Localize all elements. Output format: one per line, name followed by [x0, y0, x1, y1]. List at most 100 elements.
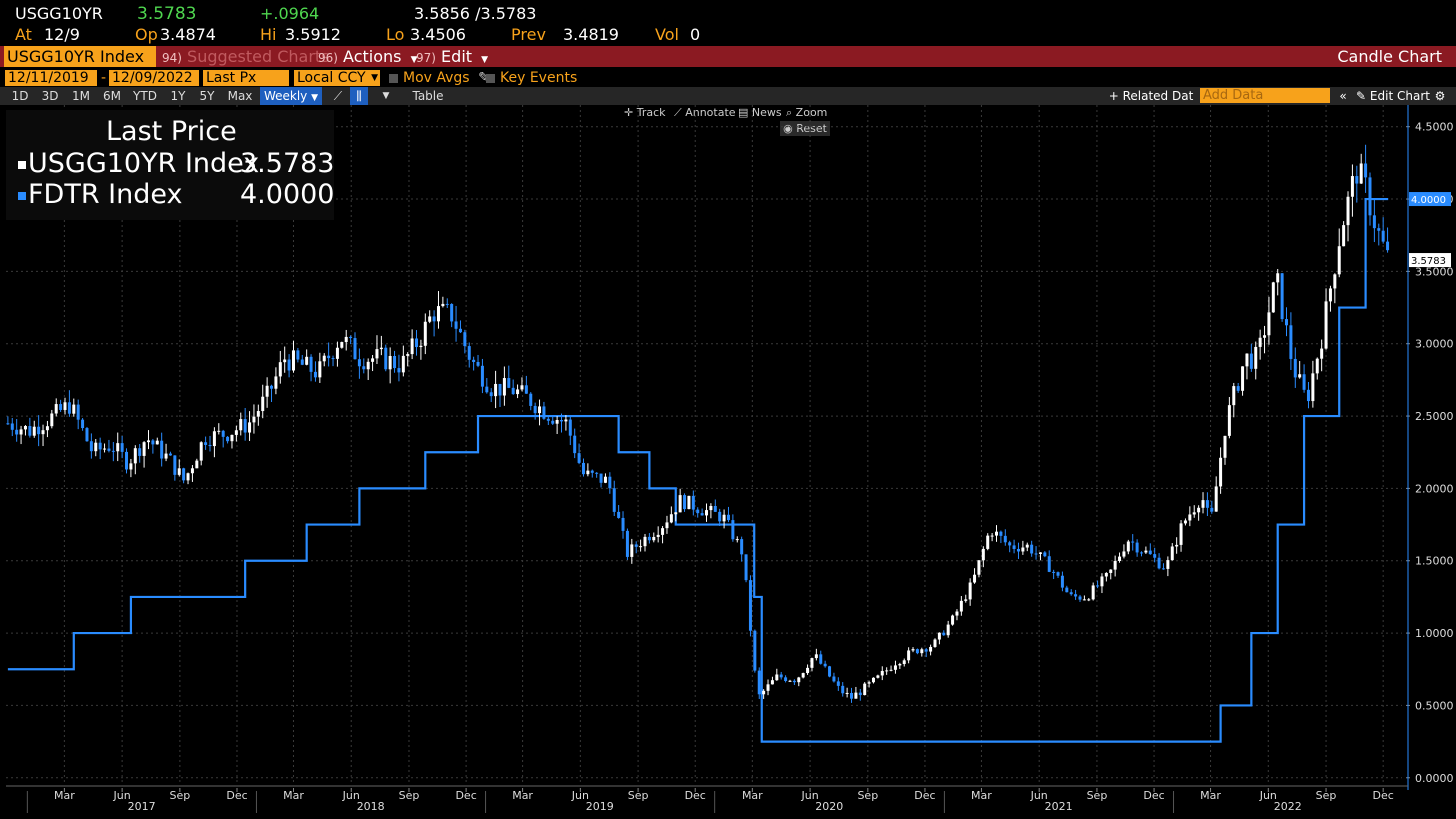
- chart-toolbar: 1D 3D 1M 6M YTD 1Y 5Y Max Weekly ▼ ⟋ ⫼ ▼…: [0, 87, 1456, 105]
- range-6m[interactable]: 6M: [103, 89, 121, 103]
- related-data-button[interactable]: + Related Dat: [1108, 89, 1194, 103]
- candle-body: [1350, 176, 1354, 197]
- x-year-label: 2017: [128, 800, 156, 813]
- security-field[interactable]: USGG10YR Index: [4, 46, 156, 67]
- candle-body: [1170, 546, 1174, 561]
- candle-body: [740, 539, 744, 555]
- candle-body: [546, 418, 550, 421]
- key-events-toggle[interactable]: Key Events: [486, 70, 577, 86]
- fdtr-last-label: 4.0000: [1411, 195, 1446, 206]
- end-date-field[interactable]: 12/09/2022 ▤: [109, 70, 199, 102]
- collapse-icon[interactable]: «: [1339, 89, 1347, 103]
- candle-body: [146, 440, 150, 443]
- candle-body: [472, 359, 476, 362]
- pencil-icon[interactable]: ✎: [478, 70, 490, 86]
- candle-body: [814, 654, 818, 659]
- x-tick-label: Mar: [283, 789, 304, 802]
- mov-avgs-checkbox[interactable]: [389, 73, 398, 83]
- start-date-field[interactable]: 12/11/2019 ▤: [5, 70, 97, 102]
- at-value: 12/9: [44, 25, 80, 44]
- candle-body: [590, 470, 594, 473]
- candle-body: [1377, 228, 1381, 231]
- candle-body: [1025, 544, 1029, 548]
- price-field-select[interactable]: Last Px: [203, 70, 289, 86]
- candle-body: [45, 426, 49, 431]
- candle-body: [357, 359, 361, 367]
- candle-body: [371, 358, 375, 362]
- candle-body: [735, 539, 739, 541]
- candle-body: [1372, 215, 1376, 229]
- candle-body: [494, 383, 498, 397]
- line-draw-icon: ⟋: [674, 106, 682, 119]
- annotate-button[interactable]: ⟋ Annotate: [674, 106, 736, 120]
- mov-avgs-toggle[interactable]: Mov Avgs ✎: [389, 70, 490, 86]
- candle-body: [1320, 348, 1324, 359]
- candle-body: [520, 385, 524, 390]
- chevron-down-icon: ▼: [311, 93, 319, 103]
- line-chart-icon[interactable]: ⟋: [333, 89, 343, 103]
- candle-body: [393, 356, 397, 369]
- candle-body: [190, 468, 194, 474]
- range-3d[interactable]: 3D: [41, 89, 59, 103]
- candle-body: [718, 511, 722, 522]
- candle-body: [1082, 599, 1086, 601]
- candle-body: [516, 389, 520, 395]
- range-1m[interactable]: 1M: [72, 89, 90, 103]
- candle-body: [845, 692, 849, 694]
- candle-body: [397, 368, 401, 373]
- candle-body: [98, 442, 102, 450]
- candle-chart-icon[interactable]: ⫼: [350, 87, 368, 105]
- actions-menu[interactable]: 96) Actions ▼: [318, 46, 418, 67]
- reset-button[interactable]: ◉ Reset: [780, 121, 830, 136]
- edit-menu[interactable]: 97) Edit ▼: [416, 46, 488, 67]
- ticker-symbol: USGG10YR: [15, 4, 103, 23]
- key-events-checkbox[interactable]: [486, 73, 495, 83]
- table-button[interactable]: Table: [412, 89, 444, 103]
- candle-body: [788, 680, 792, 682]
- actions-label: Actions: [343, 47, 402, 66]
- fdtr-step-line: [7, 197, 1389, 743]
- prev-label: Prev: [511, 25, 546, 44]
- x-tick-label: Jun: [342, 789, 360, 802]
- candle-body: [120, 443, 124, 452]
- candle-body: [1333, 274, 1337, 289]
- candle-body: [828, 666, 832, 677]
- candle-body: [116, 443, 120, 452]
- candle-body: [542, 406, 546, 419]
- y-tick-label: 2.5000: [1415, 410, 1454, 423]
- currency-select[interactable]: Local CCY ▼: [294, 70, 380, 86]
- candle-body: [296, 350, 300, 360]
- track-button[interactable]: ✛ Track: [624, 106, 666, 119]
- open-value: 3.4874: [160, 25, 216, 44]
- candle-body: [322, 355, 326, 362]
- chevron-down-icon[interactable]: ▼: [382, 91, 390, 101]
- candle-body: [1324, 301, 1328, 349]
- range-ytd[interactable]: YTD: [133, 89, 157, 103]
- range-1y[interactable]: 1Y: [170, 89, 186, 103]
- candle-body: [775, 674, 779, 681]
- candle-body: [160, 440, 164, 459]
- zoom-button[interactable]: ⌕ Zoom: [786, 106, 827, 120]
- candle-body: [498, 383, 502, 396]
- range-1d[interactable]: 1D: [11, 89, 29, 103]
- currency-value: Local CCY: [297, 70, 366, 86]
- y-tick-label: 3.5000: [1415, 265, 1454, 278]
- at-label: At: [15, 25, 32, 44]
- price-change: +.0964: [260, 4, 320, 23]
- edit-num: 97): [416, 51, 436, 65]
- edit-chart-button[interactable]: ✎ Edit Chart: [1356, 87, 1430, 105]
- gear-icon[interactable]: ⚙: [1434, 89, 1446, 103]
- candle-body: [577, 453, 581, 463]
- x-tick-label: Dec: [226, 789, 247, 802]
- range-max[interactable]: Max: [227, 89, 253, 103]
- suggested-charts-menu[interactable]: 94) Suggested Charts: [162, 46, 330, 67]
- add-data-input[interactable]: Add Data: [1200, 88, 1330, 103]
- candle-body: [1109, 569, 1113, 573]
- candle-body: [968, 582, 972, 600]
- period-value: Weekly: [263, 89, 308, 103]
- candle-body: [1069, 592, 1073, 595]
- period-select[interactable]: Weekly ▼: [260, 87, 322, 105]
- candle-body: [32, 426, 36, 436]
- range-5y[interactable]: 5Y: [199, 89, 215, 103]
- news-button[interactable]: ▤ News: [738, 106, 782, 119]
